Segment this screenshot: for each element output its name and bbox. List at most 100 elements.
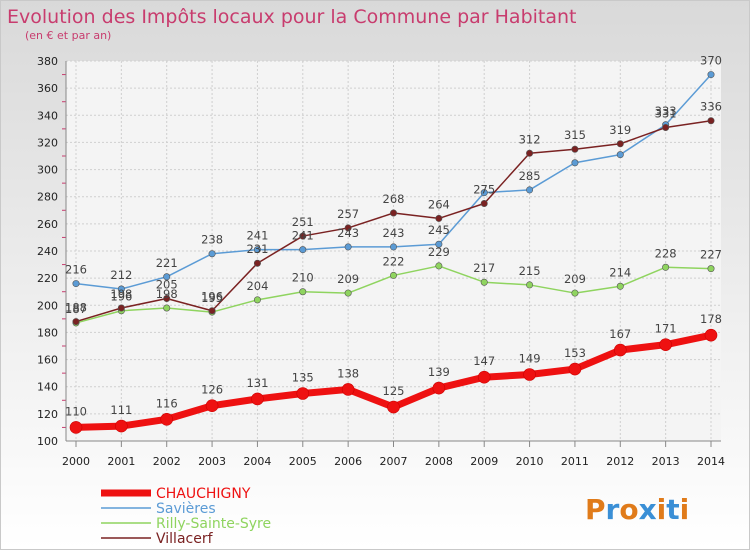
data-label: 336 — [700, 100, 722, 114]
y-tick-label: 140 — [37, 381, 58, 394]
data-point — [435, 262, 443, 270]
y-tick-label: 280 — [37, 191, 58, 204]
data-point — [163, 273, 171, 281]
data-point — [344, 224, 352, 232]
data-label: 135 — [292, 371, 314, 385]
data-label: 153 — [564, 346, 586, 360]
data-point — [480, 278, 488, 286]
data-point — [571, 159, 579, 167]
data-label: 139 — [428, 365, 450, 379]
data-label: 214 — [609, 265, 631, 279]
x-tick-label: 2013 — [652, 455, 680, 468]
data-point — [526, 149, 534, 157]
data-point — [115, 419, 128, 433]
data-point — [707, 265, 715, 273]
y-tick-label: 220 — [37, 272, 58, 285]
data-label: 178 — [700, 312, 722, 326]
data-point — [205, 399, 219, 413]
x-tick-label: 2004 — [243, 455, 271, 468]
data-point — [707, 71, 715, 79]
x-tick-label: 2006 — [334, 455, 362, 468]
logo-text: Proxiti — [585, 493, 689, 526]
data-label: 241 — [246, 229, 268, 243]
data-label: 275 — [473, 183, 495, 197]
data-point — [299, 288, 307, 296]
data-point — [707, 117, 715, 125]
x-tick-label: 2009 — [470, 455, 498, 468]
data-label: 131 — [246, 376, 268, 390]
x-tick-label: 2007 — [380, 455, 408, 468]
data-label: 268 — [383, 192, 405, 206]
x-tick-label: 2005 — [289, 455, 317, 468]
data-label: 331 — [655, 107, 677, 121]
data-point — [253, 259, 261, 267]
data-point — [387, 400, 400, 414]
series-layer — [69, 71, 718, 434]
data-label: 243 — [337, 226, 359, 240]
series-savi-res — [72, 71, 715, 293]
data-label: 312 — [519, 132, 541, 146]
data-point — [526, 281, 534, 289]
series-villacerf — [72, 117, 715, 326]
data-label: 333 — [655, 104, 677, 118]
data-point — [296, 387, 310, 400]
data-label: 264 — [428, 197, 450, 211]
chart-subtitle: (en € et par an) — [25, 29, 111, 42]
x-axis: 2000 2001 2002 2003 2004 2005 2006 2007 2008 2009… — [62, 440, 725, 468]
data-point — [616, 282, 624, 290]
legend-label: Villacerf — [156, 531, 214, 547]
data-point — [344, 243, 352, 251]
y-tick-label: 120 — [37, 408, 58, 421]
data-point — [253, 246, 261, 254]
y-tick-label: 380 — [37, 55, 58, 68]
data-point — [299, 232, 307, 240]
data-label: 196 — [201, 290, 223, 304]
y-tick-label: 300 — [37, 164, 58, 177]
data-label: 257 — [337, 207, 359, 221]
data-label: 204 — [246, 279, 268, 293]
data-point — [480, 200, 488, 208]
data-label: 110 — [65, 404, 87, 418]
data-point — [69, 421, 83, 434]
data-label: 198 — [110, 287, 132, 301]
data-label: 243 — [383, 226, 405, 240]
data-label: 209 — [337, 272, 359, 286]
data-label: 116 — [156, 396, 178, 410]
y-tick-label: 240 — [37, 245, 58, 258]
data-label: 222 — [383, 254, 405, 268]
chart-title: Evolution des Impôts locaux pour la Comm… — [7, 6, 577, 28]
data-point — [344, 289, 352, 297]
data-label: 209 — [564, 272, 586, 286]
data-label: 245 — [428, 223, 450, 237]
data-label: 227 — [700, 248, 722, 262]
data-label: 147 — [473, 354, 495, 368]
data-label: 138 — [337, 366, 359, 380]
data-point — [389, 243, 397, 251]
data-label: 188 — [65, 301, 87, 315]
data-label: 126 — [201, 383, 223, 397]
data-point — [117, 285, 125, 293]
data-point — [526, 186, 534, 194]
data-point — [389, 271, 397, 279]
data-label: 212 — [110, 268, 132, 282]
data-label: 285 — [519, 169, 541, 183]
data-label: 217 — [473, 261, 495, 275]
series-rilly-sainte-syre — [72, 262, 715, 327]
data-label: 171 — [655, 322, 677, 336]
y-tick-label: 200 — [37, 299, 58, 312]
data-label: 196 — [110, 290, 132, 304]
data-label: 198 — [156, 287, 178, 301]
data-point — [72, 280, 80, 288]
data-point — [616, 151, 624, 159]
data-label: 187 — [65, 302, 87, 316]
data-point — [72, 318, 80, 326]
data-label: 125 — [383, 384, 405, 398]
data-point — [163, 304, 171, 312]
data-point — [571, 289, 579, 297]
data-point — [160, 412, 174, 426]
data-label: 370 — [700, 54, 722, 68]
legend-label: Savières — [156, 501, 216, 517]
data-label: 231 — [246, 242, 268, 256]
